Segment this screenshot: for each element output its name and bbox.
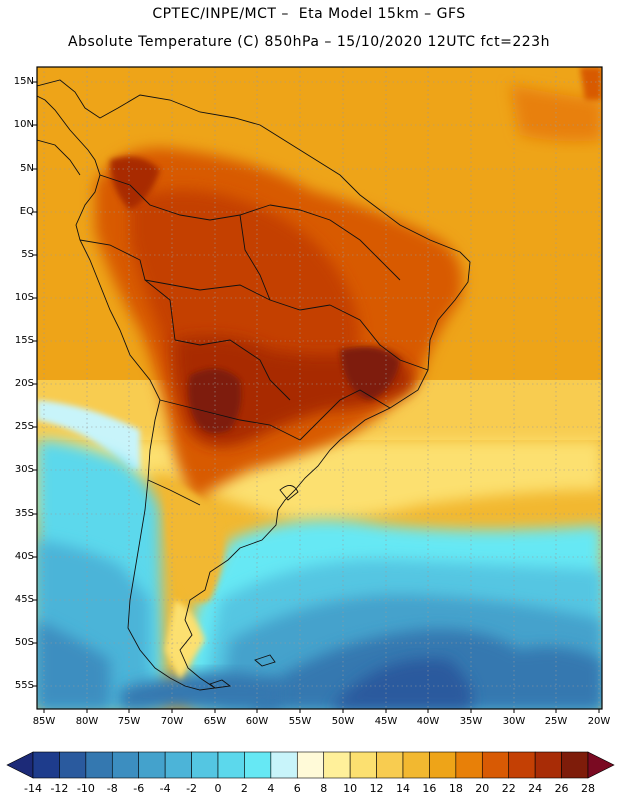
colorbar-label: 6 [293,782,301,795]
lon-label: 70W [160,716,184,727]
colorbar-label: 22 [501,782,516,795]
colorbar-label: 18 [448,782,463,795]
lat-label: 5N [20,163,34,174]
lat-label: 25S [14,421,34,432]
coastlines [37,79,471,691]
chart-subtitle: Absolute Temperature (C) 850hPa – 15/10/… [68,34,550,50]
lon-label: 20W [587,716,611,727]
colorbar-swatch [402,751,430,779]
lat-label: 50S [14,637,34,648]
colorbar-label: 10 [343,782,358,795]
colorbar-swatch [217,751,245,779]
colorbar-label: 16 [422,782,437,795]
colorbar-swatch [481,751,510,779]
lat-label: 15N [13,76,34,87]
colorbar-swatch [376,751,404,779]
colorbar-swatch [111,751,140,779]
colorbar-swatch [508,751,536,779]
colorbar-swatch [349,751,377,779]
colorbar-swatch [164,751,192,779]
colorbar-label: -10 [76,782,95,795]
colorbar-swatch [561,751,589,779]
colorbar-swatch [323,751,351,779]
lat-label: 35S [14,508,34,519]
axis-ticks [33,81,600,713]
chart-title: CPTEC/INPE/MCT – Eta Model 15km – GFS [152,6,466,22]
lon-label: 75W [117,716,141,727]
colorbar-label: 28 [581,782,595,795]
lon-label: 55W [288,716,312,727]
lat-label: 55S [14,680,34,691]
map-frame [36,66,603,710]
lon-label: 25W [544,716,568,727]
colorbar [6,751,615,779]
colorbar-label: 14 [396,782,410,795]
colorbar-label: -2 [186,782,198,795]
lat-label: EQ [19,206,34,217]
lon-label: 85W [32,716,56,727]
lat-label: 20S [14,378,34,389]
colorbar-label: 4 [267,782,275,795]
colorbar-swatch [270,751,298,779]
colorbar-swatch [244,751,272,779]
lon-label: 45W [374,716,398,727]
colorbar-label: 0 [214,782,222,795]
lat-label: 15S [14,335,34,346]
colorbar-label: -12 [50,782,69,795]
colorbar-label: 24 [528,782,543,795]
lon-label: 30W [502,716,526,727]
lat-label: 10S [14,292,34,303]
colorbar-label: 8 [320,782,328,795]
lon-label: 40W [416,716,440,727]
colorbar-swatch [32,751,60,779]
colorbar-lower-arrow [6,751,34,779]
colorbar-label: -8 [106,782,118,795]
colorbar-label: 12 [369,782,384,795]
temperature-field [37,67,602,709]
lon-label: 35W [459,716,483,727]
colorbar-label: -14 [24,782,42,795]
colorbar-swatch [296,751,325,779]
lat-label: 30S [14,464,34,475]
colorbar-upper-arrow [587,751,615,779]
lat-label: 5S [21,249,34,260]
colorbar-label: 2 [240,782,248,795]
lon-label: 65W [203,716,227,727]
colorbar-label: -6 [133,782,145,795]
lat-label: 45S [14,594,34,605]
colorbar-swatch [455,751,483,779]
lat-label: 40S [14,551,34,562]
colorbar-label: 26 [554,782,569,795]
colorbar-swatch [85,751,113,779]
lon-label: 60W [245,716,269,727]
lon-label: 50W [331,716,355,727]
colorbar-label: -4 [159,782,171,795]
colorbar-swatch [191,751,219,779]
lat-label: 10N [13,119,34,130]
colorbar-swatch [138,751,166,779]
colorbar-swatch [59,751,87,779]
colorbar-swatch [534,751,562,779]
lon-label: 80W [75,716,99,727]
colorbar-label: 20 [475,782,490,795]
colorbar-swatch [429,751,457,779]
